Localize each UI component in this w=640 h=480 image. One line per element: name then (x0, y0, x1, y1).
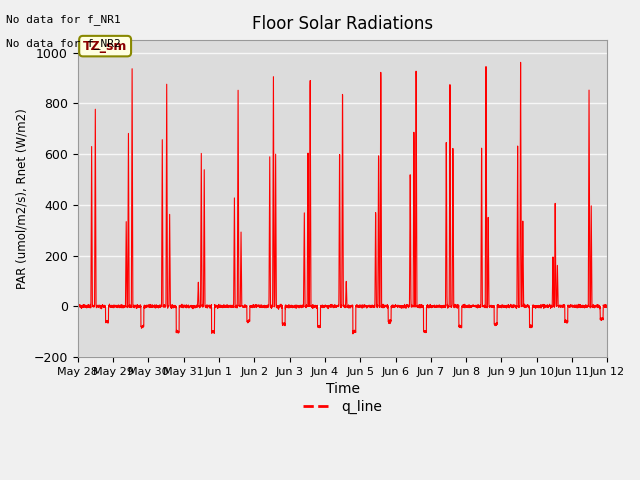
Text: TZ_sm: TZ_sm (83, 40, 127, 53)
Y-axis label: PAR (umol/m2/s), Rnet (W/m2): PAR (umol/m2/s), Rnet (W/m2) (15, 108, 28, 289)
Title: Floor Solar Radiations: Floor Solar Radiations (252, 15, 433, 33)
Legend: q_line: q_line (297, 395, 388, 420)
Text: No data for f_NR1: No data for f_NR1 (6, 14, 121, 25)
Text: No data for f_NR2: No data for f_NR2 (6, 38, 121, 49)
X-axis label: Time: Time (326, 382, 360, 396)
